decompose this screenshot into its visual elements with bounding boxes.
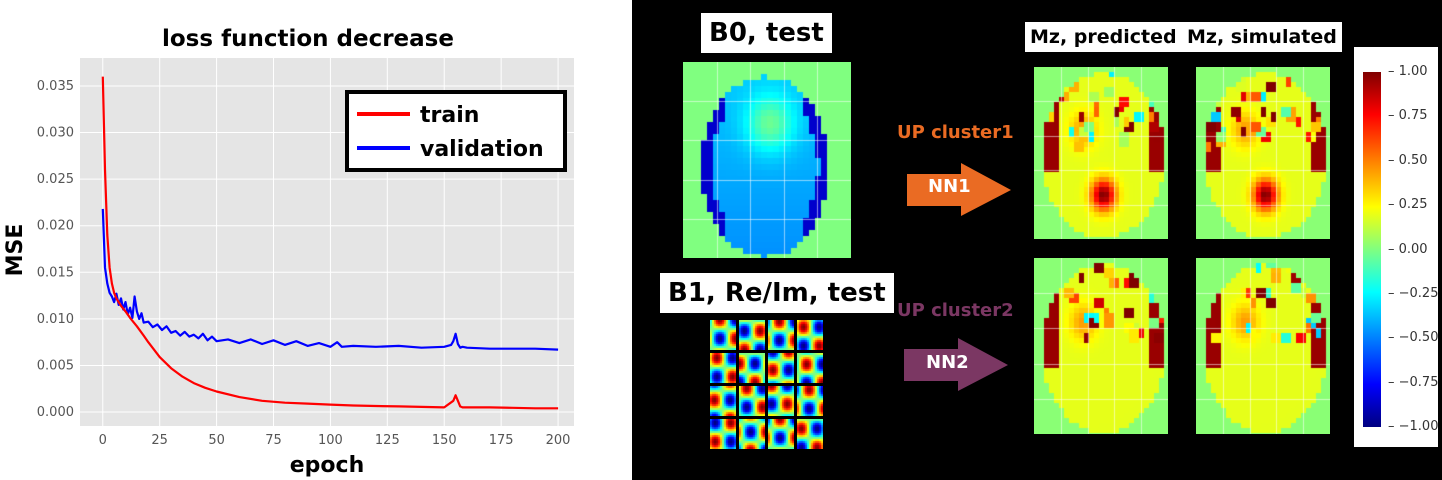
x-axis-label: epoch <box>290 453 365 478</box>
legend-box <box>345 90 567 172</box>
loss-chart: loss function decrease 0.0000.0050.0100.… <box>0 0 632 480</box>
y-tick-label: 0.010 <box>37 312 74 327</box>
mz-predicted-nn1-map <box>1034 67 1168 239</box>
nn1-label: NN1 <box>928 176 971 197</box>
x-tick-label: 0 <box>99 433 107 448</box>
mz-simulated-nn2-map <box>1196 258 1330 434</box>
b1-tile <box>710 320 736 350</box>
series-lines <box>101 76 559 410</box>
b1-tile <box>710 419 736 449</box>
b1-tile <box>768 320 794 350</box>
x-tick-label: 200 <box>546 433 571 448</box>
mz-predicted-header: Mz, predicted <box>1025 22 1182 52</box>
b1-tile <box>768 386 794 416</box>
colorbar-tick-label: – 0.50 <box>1388 152 1428 168</box>
chart-title: loss function decrease <box>162 26 454 52</box>
b1-tile <box>739 353 765 383</box>
x-tick-label: 100 <box>318 433 343 448</box>
b0-map <box>683 62 851 258</box>
x-tick-label: 150 <box>432 433 457 448</box>
b1-tile <box>710 386 736 416</box>
b1-title: B1, Re/Im, test <box>660 273 894 313</box>
x-tick-label: 175 <box>489 433 514 448</box>
series-line-train <box>101 76 559 410</box>
b0-title: B0, test <box>701 13 832 53</box>
y-ticks: 0.000 0.005 0.010 0.015 0.020 0.025 0.030 0.035 <box>37 79 74 420</box>
y-tick-label: 0.030 <box>37 126 74 141</box>
b1-tile <box>797 320 823 350</box>
y-tick-label: 0.000 <box>37 405 74 420</box>
mz-simulated-header: Mz, simulated <box>1182 22 1342 52</box>
b1-tile <box>768 353 794 383</box>
colorbar-tick-label: – −0.75 <box>1388 374 1439 390</box>
legend: train validation <box>345 90 567 172</box>
diagram-panel: B0, test B1, Re/Im, test UP cluster1 NN1… <box>632 0 1442 480</box>
mz-predicted-nn2-map <box>1034 258 1168 434</box>
b1-tile <box>768 419 794 449</box>
colorbar-tick-label: – 0.75 <box>1388 108 1428 124</box>
cluster2-label: UP cluster2 <box>897 300 1014 321</box>
colorbar-tick-label: – −1.00 <box>1388 419 1439 435</box>
b1-tile <box>739 386 765 416</box>
nn2-label: NN2 <box>926 352 969 373</box>
y-tick-label: 0.035 <box>37 79 74 94</box>
y-axis-label: MSE <box>3 224 28 277</box>
nn2-arrow <box>904 338 1008 391</box>
x-tick-label: 25 <box>151 433 168 448</box>
colorbar-tick-label: – 0.00 <box>1388 241 1428 257</box>
x-ticks: 0 25 50 75 100 125 150 175 200 <box>99 433 571 448</box>
mz-simulated-nn1-map <box>1196 67 1330 239</box>
series-line-validation <box>101 208 559 351</box>
colorbar-tick-label: – 1.00 <box>1388 64 1428 79</box>
b1-tile <box>797 353 823 383</box>
y-tick-label: 0.015 <box>37 265 74 280</box>
b1-tile <box>739 320 765 350</box>
b1-grid <box>710 320 825 450</box>
colorbar-gradient <box>1363 72 1381 427</box>
x-tick-label: 50 <box>208 433 225 448</box>
colorbar-tick-label: – −0.50 <box>1388 330 1439 346</box>
x-tick-label: 125 <box>375 433 400 448</box>
y-tick-label: 0.005 <box>37 358 74 373</box>
colorbar-tick-label: – 0.25 <box>1388 197 1428 213</box>
b1-tile <box>739 419 765 449</box>
x-tick-label: 75 <box>265 433 282 448</box>
y-tick-label: 0.020 <box>37 219 74 234</box>
y-tick-label: 0.025 <box>37 172 74 187</box>
b1-tile <box>797 419 823 449</box>
colorbar-tick-label: – −0.25 <box>1388 286 1439 301</box>
b1-tile <box>710 353 736 383</box>
b1-tile <box>797 386 823 416</box>
colorbar: – 1.00 – 0.75 – 0.50 – 0.25 – 0.00 – −0.25 – −… <box>1354 47 1438 447</box>
nn1-arrow <box>907 163 1011 216</box>
legend-label-train: train <box>420 103 479 128</box>
legend-label-validation: validation <box>420 137 544 162</box>
cluster1-label: UP cluster1 <box>897 122 1014 143</box>
